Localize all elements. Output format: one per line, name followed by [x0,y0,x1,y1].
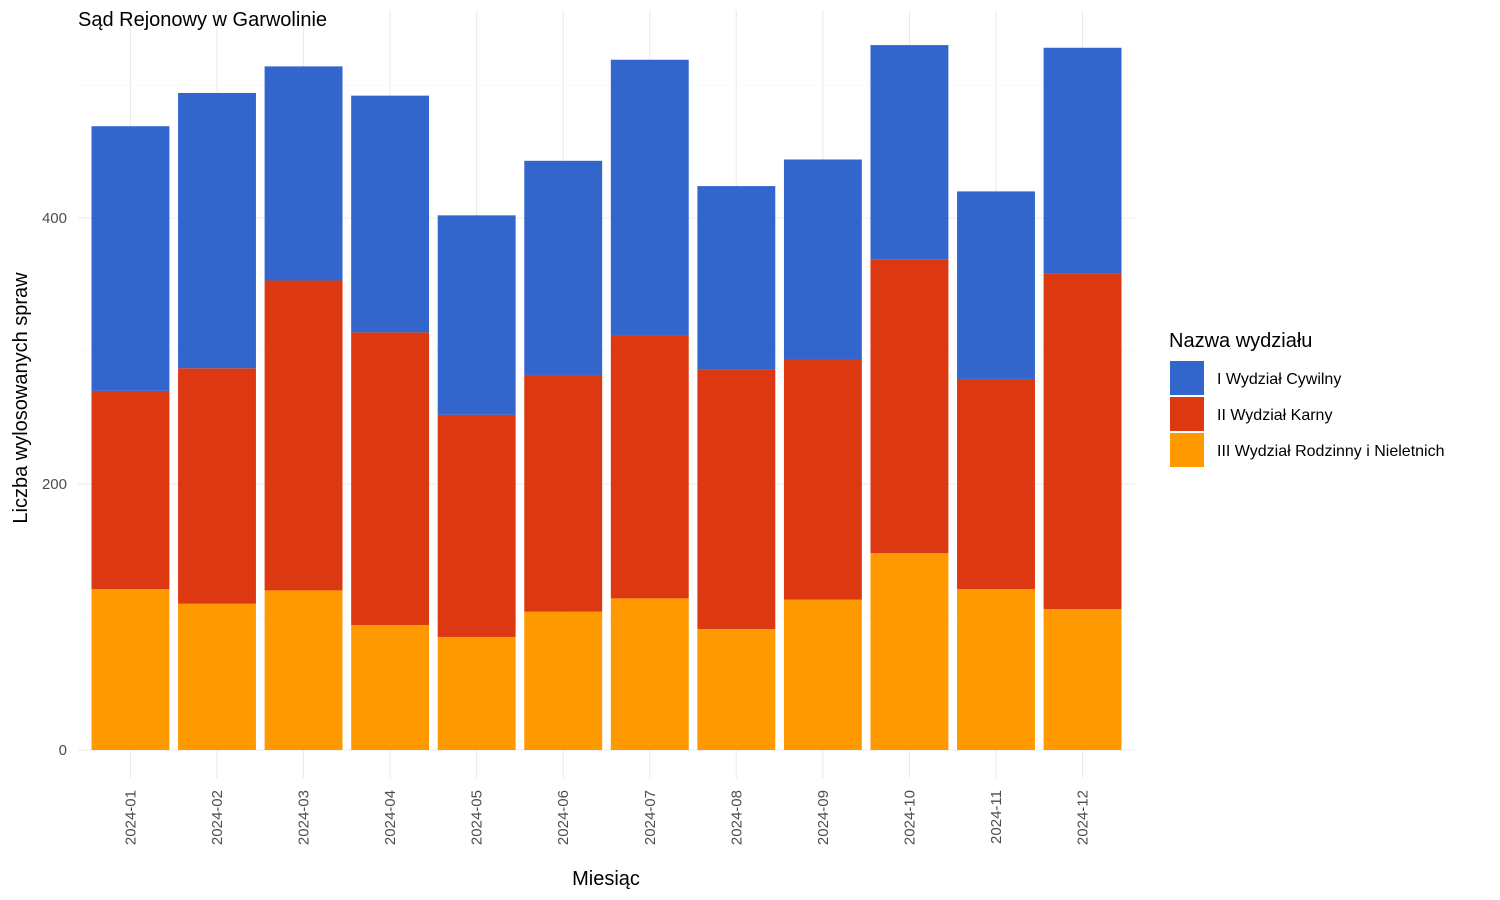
bar-segment [697,369,776,629]
bar-segment [264,66,343,281]
bar-segment [524,160,603,375]
bar-segment [264,590,343,750]
bar-segment [870,553,949,750]
bar-segment [524,374,603,612]
bar-segment [437,414,516,637]
y-tick-label: 400 [42,210,67,227]
bar-segment [1043,273,1122,610]
bar-segment [957,191,1035,379]
legend-label: III Wydział Rodzinny i Nieletnich [1217,443,1445,460]
bar-segment [178,368,256,604]
bar-segment [351,332,430,625]
bar-segment [264,280,343,591]
x-tick-label: 2024-07 [642,790,659,845]
y-tick-label: 0 [59,742,67,759]
legend-swatch [1170,397,1204,431]
bar-segment [957,378,1035,590]
bar-segment [524,611,603,750]
legend-label: I Wydział Cywilny [1217,371,1341,388]
x-tick-label: 2024-01 [122,790,139,845]
bar-segment [437,636,516,750]
bar-segment [91,126,170,391]
legend-title: Nazwa wydziału [1169,330,1312,352]
x-tick-label: 2024-10 [901,790,918,845]
bar-segment [783,159,862,359]
bar-segment [351,95,430,333]
bar-segment [697,628,776,750]
bar-segment [1043,609,1122,750]
chart-title: Sąd Rejonowy w Garwolinie [78,9,327,31]
bar-segment [783,599,862,750]
x-tick-label: 2024-05 [469,790,486,845]
bar-segment [697,186,776,370]
legend-items: I Wydział Cywilny II Wydział Karny III Wyd… [1170,361,1445,467]
x-tick-label: 2024-11 [988,790,1005,844]
bar-segment [351,624,430,750]
x-tick-label: 2024-08 [728,790,745,845]
bar-segment [610,598,689,750]
bar-segment [783,358,862,600]
bar-segment [91,589,170,750]
bar-segment [1043,47,1122,274]
x-tick-label: 2024-02 [209,790,226,845]
y-tick-label: 200 [42,476,67,493]
legend-swatch [1170,361,1204,395]
bar-segment [178,92,256,369]
bar-segment [178,603,256,750]
bars [91,45,1122,750]
x-tick-label: 2024-06 [555,790,572,845]
legend-label: II Wydział Karny [1217,407,1332,424]
bar-segment [870,259,949,554]
bar-segment [610,335,689,599]
legend-swatch [1170,433,1204,467]
bar-segment [437,215,516,415]
bar-segment [610,59,689,336]
x-tick-label: 2024-03 [296,790,313,845]
y-axis-ticks: 0 200 400 [42,210,67,759]
x-axis-title: Miesiąc [572,868,640,890]
bar-segment [870,45,949,260]
x-axis-ticks: 2024-01 2024-02 2024-03 2024-04 2024-05 2024-… [122,790,1091,845]
legend: Nazwa wydziału I Wydział Cywilny II Wydzi… [1169,330,1445,467]
y-axis-title: Liczba wylosowanych spraw [10,272,32,524]
x-tick-label: 2024-09 [815,790,832,845]
bar-segment [91,390,170,590]
bar-segment [957,589,1035,750]
x-tick-label: 2024-12 [1075,790,1092,845]
x-tick-label: 2024-04 [382,790,399,845]
